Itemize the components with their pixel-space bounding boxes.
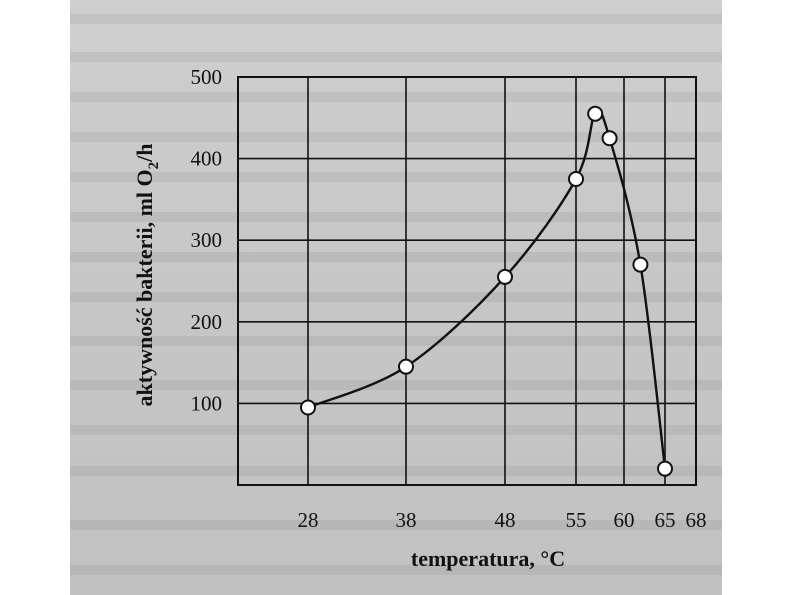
y-tick-label-100: 100	[191, 391, 223, 415]
data-point-28-95	[300, 399, 316, 416]
x-tick-label-65: 65	[655, 508, 676, 532]
x-tick-label-28: 28	[298, 508, 319, 532]
x-axis-title: temperatura, °C	[411, 546, 565, 571]
data-point-55-375	[568, 171, 584, 187]
series-line-0	[306, 109, 667, 470]
data-point-65-20	[657, 460, 673, 477]
chart-svg: 28 38 48 55 60 65 68 100 200 300 400 500 temperatur…	[132, 65, 707, 571]
x-tick-label-55: 55	[566, 508, 587, 532]
y-axis-title-sub: 2	[146, 162, 162, 170]
x-tick-label-68: 68	[686, 508, 707, 532]
plot-frame	[237, 76, 697, 486]
grid	[237, 76, 697, 486]
y-tick-label-300: 300	[191, 228, 223, 252]
y-axis-title: aktywność bakterii, ml O2/h	[132, 144, 162, 407]
x-tick-label-48: 48	[495, 508, 516, 532]
data-point-58.5-425	[601, 130, 618, 147]
series-group	[300, 105, 673, 477]
data-point-57-455	[587, 105, 604, 122]
y-axis-title-main: aktywność bakterii, ml O	[132, 169, 157, 406]
tick-labels: 28 38 48 55 60 65 68 100 200 300 400 500	[191, 65, 707, 532]
y-axis-title-end: /h	[132, 144, 157, 163]
data-point-38-145	[398, 358, 414, 375]
data-point-62-270	[632, 256, 649, 273]
y-tick-label-400: 400	[191, 147, 223, 171]
y-tick-label-200: 200	[191, 310, 223, 334]
x-tick-label-60: 60	[614, 508, 635, 532]
data-point-48-255	[497, 268, 513, 285]
y-tick-label-500: 500	[191, 65, 223, 89]
chart-figure: 28 38 48 55 60 65 68 100 200 300 400 500 temperatur…	[70, 0, 722, 595]
x-tick-label-38: 38	[396, 508, 417, 532]
